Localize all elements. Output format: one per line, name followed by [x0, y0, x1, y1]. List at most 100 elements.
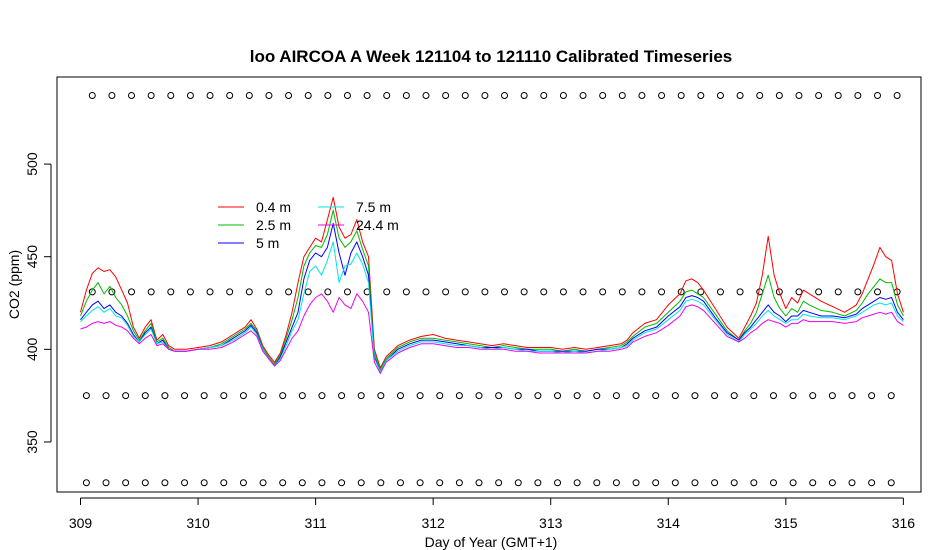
marker-point: [396, 392, 404, 400]
marker-point: [593, 392, 601, 400]
marker-point: [756, 92, 764, 100]
marker-point: [716, 92, 724, 100]
legend: 0.4 m 2.5 m 5 m 7.5 m 24.4 m: [218, 199, 399, 251]
x-tick-label: 311: [304, 515, 327, 531]
marker-point: [887, 392, 895, 400]
y-tick-label: 500: [24, 152, 40, 176]
marker-point: [265, 92, 273, 100]
marker-point: [206, 288, 214, 296]
marker-point: [141, 392, 149, 400]
marker-point: [239, 479, 247, 487]
marker-point: [220, 392, 228, 400]
marker-point: [809, 392, 817, 400]
marker-point: [481, 288, 489, 296]
marker-point: [88, 288, 96, 296]
marker-point: [540, 92, 548, 100]
marker-point: [461, 92, 469, 100]
marker-point: [357, 392, 365, 400]
marker-point: [652, 392, 660, 400]
marker-point: [442, 288, 450, 296]
marker-point: [671, 479, 679, 487]
marker-point: [416, 479, 424, 487]
marker-point: [186, 288, 194, 296]
marker-point: [815, 92, 823, 100]
marker-point: [534, 392, 542, 400]
marker-point: [618, 288, 626, 296]
marker-point: [599, 92, 607, 100]
marker-point: [128, 92, 136, 100]
marker-point: [711, 392, 719, 400]
marker-point: [147, 288, 155, 296]
marker-point: [88, 92, 96, 100]
legend-label: 2.5 m: [256, 217, 291, 233]
marker-point: [501, 92, 509, 100]
legend-label: 5 m: [256, 235, 279, 251]
marker-point: [181, 392, 189, 400]
marker-point: [141, 479, 149, 487]
x-tick-label: 312: [421, 515, 445, 531]
marker-point: [540, 288, 548, 296]
marker-point: [167, 288, 175, 296]
marker-point: [730, 479, 738, 487]
marker-point: [769, 479, 777, 487]
marker-point: [304, 288, 312, 296]
marker-point: [612, 479, 620, 487]
marker-point: [298, 479, 306, 487]
marker-point: [697, 92, 705, 100]
x-axis: 309 310 311 312 313 314 315 316: [69, 497, 915, 531]
marker-point: [402, 92, 410, 100]
series-lines: [80, 196, 904, 374]
marker-point: [691, 392, 699, 400]
marker-point: [122, 479, 130, 487]
marker-point: [455, 479, 463, 487]
marker-point: [632, 479, 640, 487]
marker-point: [854, 92, 862, 100]
marker-point: [579, 92, 587, 100]
marker-point: [285, 92, 293, 100]
marker-rows: [82, 92, 901, 487]
marker-point: [652, 479, 660, 487]
marker-point: [618, 92, 626, 100]
marker-point: [226, 92, 234, 100]
marker-point: [279, 392, 287, 400]
marker-point: [534, 479, 542, 487]
marker-point: [711, 479, 719, 487]
marker-point: [245, 92, 253, 100]
marker-point: [632, 392, 640, 400]
marker-point: [573, 479, 581, 487]
plot-frame: [56, 76, 922, 493]
marker-point: [285, 288, 293, 296]
marker-point: [279, 479, 287, 487]
x-tick-label: 313: [539, 515, 563, 531]
marker-point: [638, 288, 646, 296]
series-line: [80, 196, 904, 369]
chart-title: loo AIRCOA A Week 121104 to 121110 Calib…: [250, 47, 733, 66]
marker-point: [102, 479, 110, 487]
marker-point: [868, 479, 876, 487]
marker-point: [161, 479, 169, 487]
marker-point: [736, 288, 744, 296]
marker-point: [108, 92, 116, 100]
marker-point: [324, 92, 332, 100]
marker-point: [789, 392, 797, 400]
marker-point: [848, 479, 856, 487]
marker-point: [259, 392, 267, 400]
marker-point: [554, 392, 562, 400]
marker-point: [514, 479, 522, 487]
marker-point: [343, 92, 351, 100]
marker-point: [795, 92, 803, 100]
marker-point: [697, 288, 705, 296]
marker-point: [122, 392, 130, 400]
marker-point: [495, 392, 503, 400]
legend-label: 24.4 m: [356, 217, 399, 233]
x-axis-label: Day of Year (GMT+1): [425, 534, 558, 550]
marker-point: [520, 288, 528, 296]
marker-point: [834, 288, 842, 296]
marker-point: [338, 479, 346, 487]
marker-point: [343, 288, 351, 296]
marker-point: [520, 92, 528, 100]
marker-point: [82, 479, 90, 487]
y-tick-label: 450: [24, 245, 40, 269]
marker-point: [559, 92, 567, 100]
